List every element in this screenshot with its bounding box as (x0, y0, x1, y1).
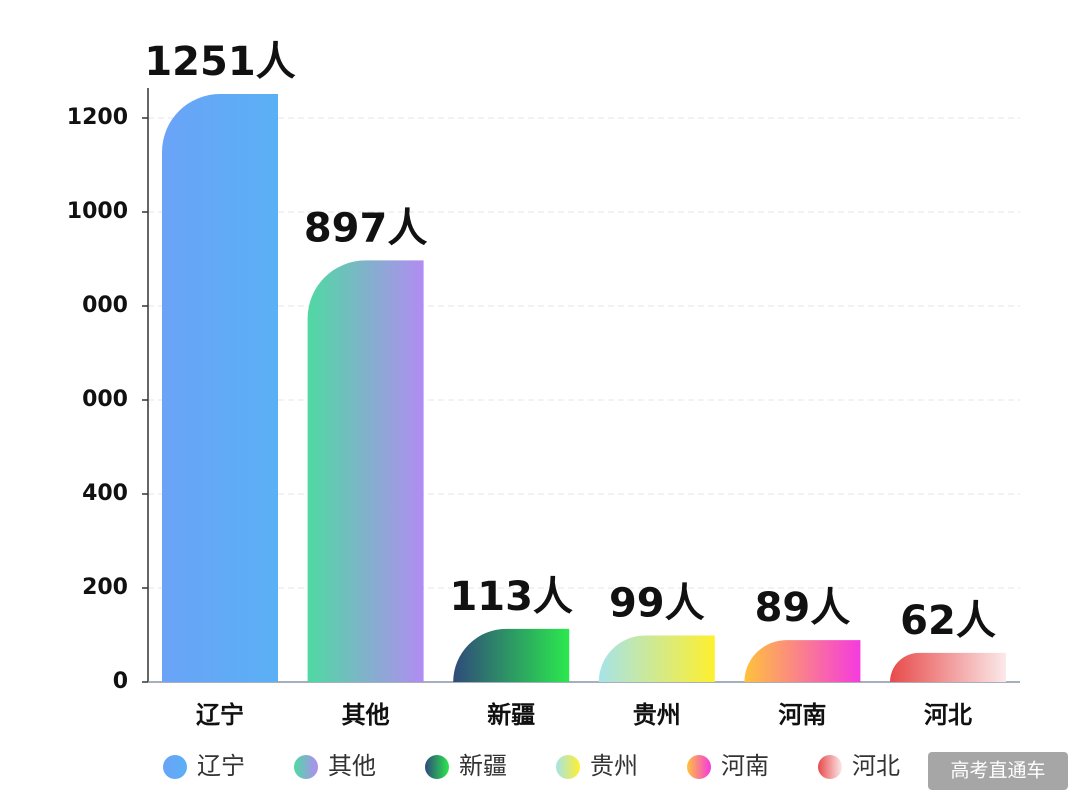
legend-label: 河南 (721, 752, 769, 780)
legend-label: 其他 (328, 752, 376, 780)
legend-label: 贵州 (590, 752, 638, 780)
y-tick-label: 200 (82, 575, 128, 600)
bar (744, 640, 861, 682)
bar (598, 635, 715, 682)
legend-swatch (294, 755, 318, 779)
bar (162, 94, 278, 682)
legend-label: 辽宁 (197, 752, 245, 780)
bar (890, 652, 1006, 682)
y-tick-label: 000 (82, 293, 128, 318)
legend-label: 河北 (852, 752, 900, 780)
y-tick-label: 1000 (67, 199, 128, 224)
watermark: 高考直通车 (950, 760, 1045, 782)
x-tick-label: 辽宁 (196, 701, 244, 729)
x-tick-label: 河南 (778, 701, 826, 729)
value-label: 897人 (304, 205, 428, 251)
bar (307, 260, 424, 682)
bar (453, 628, 570, 682)
legend-swatch (425, 755, 449, 779)
x-tick-label: 其他 (342, 701, 390, 729)
y-tick-label: 000 (82, 387, 128, 412)
watermark-bg (928, 752, 1068, 790)
y-tick-label: 1200 (67, 105, 128, 130)
y-tick-label: 0 (113, 669, 128, 694)
legend-swatch (818, 755, 842, 779)
value-label: 113人 (449, 574, 573, 620)
x-tick-label: 新疆 (487, 701, 535, 729)
legend-swatch (687, 755, 711, 779)
y-tick-label: 400 (82, 481, 128, 506)
legend-swatch (556, 755, 580, 779)
x-tick-label: 河北 (924, 701, 972, 729)
value-label: 1251人 (144, 39, 295, 85)
legend-swatch (163, 755, 187, 779)
value-label: 89人 (755, 585, 851, 631)
x-tick-label: 贵州 (633, 701, 681, 729)
value-label: 62人 (900, 598, 996, 644)
value-label: 99人 (609, 580, 705, 626)
legend-label: 新疆 (459, 752, 507, 780)
